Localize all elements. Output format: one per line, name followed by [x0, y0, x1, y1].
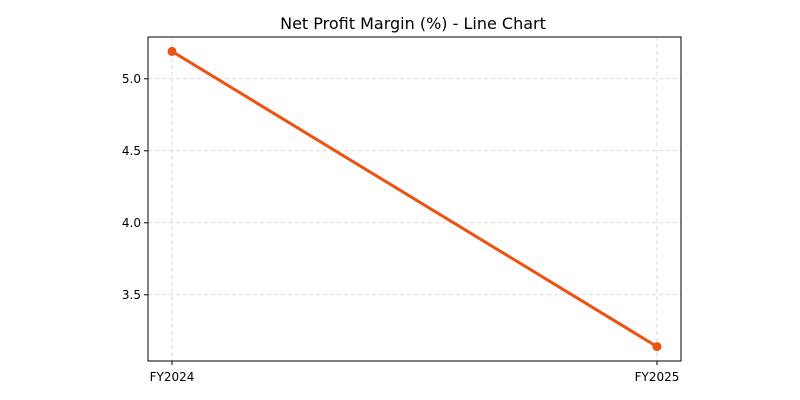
x-axis-ticks: FY2024 FY2025 — [150, 361, 680, 384]
x-tick-label: FY2025 — [635, 370, 680, 384]
series-layer — [167, 46, 662, 352]
y-axis-ticks: 3.5 4.0 4.5 5.0 — [122, 72, 148, 302]
y-tick-label: 4.5 — [122, 144, 141, 158]
y-tick-label: 4.0 — [122, 216, 141, 230]
y-tick-label: 3.5 — [122, 288, 141, 302]
grid-lines — [148, 37, 681, 361]
y-tick-label: 5.0 — [122, 72, 141, 86]
data-point-marker — [167, 46, 177, 56]
series-line — [170, 49, 659, 349]
data-point-marker — [652, 342, 662, 352]
chart-title: Net Profit Margin (%) - Line Chart — [280, 14, 546, 33]
axes-frame — [147, 36, 682, 362]
x-tick-label: FY2024 — [150, 370, 195, 384]
